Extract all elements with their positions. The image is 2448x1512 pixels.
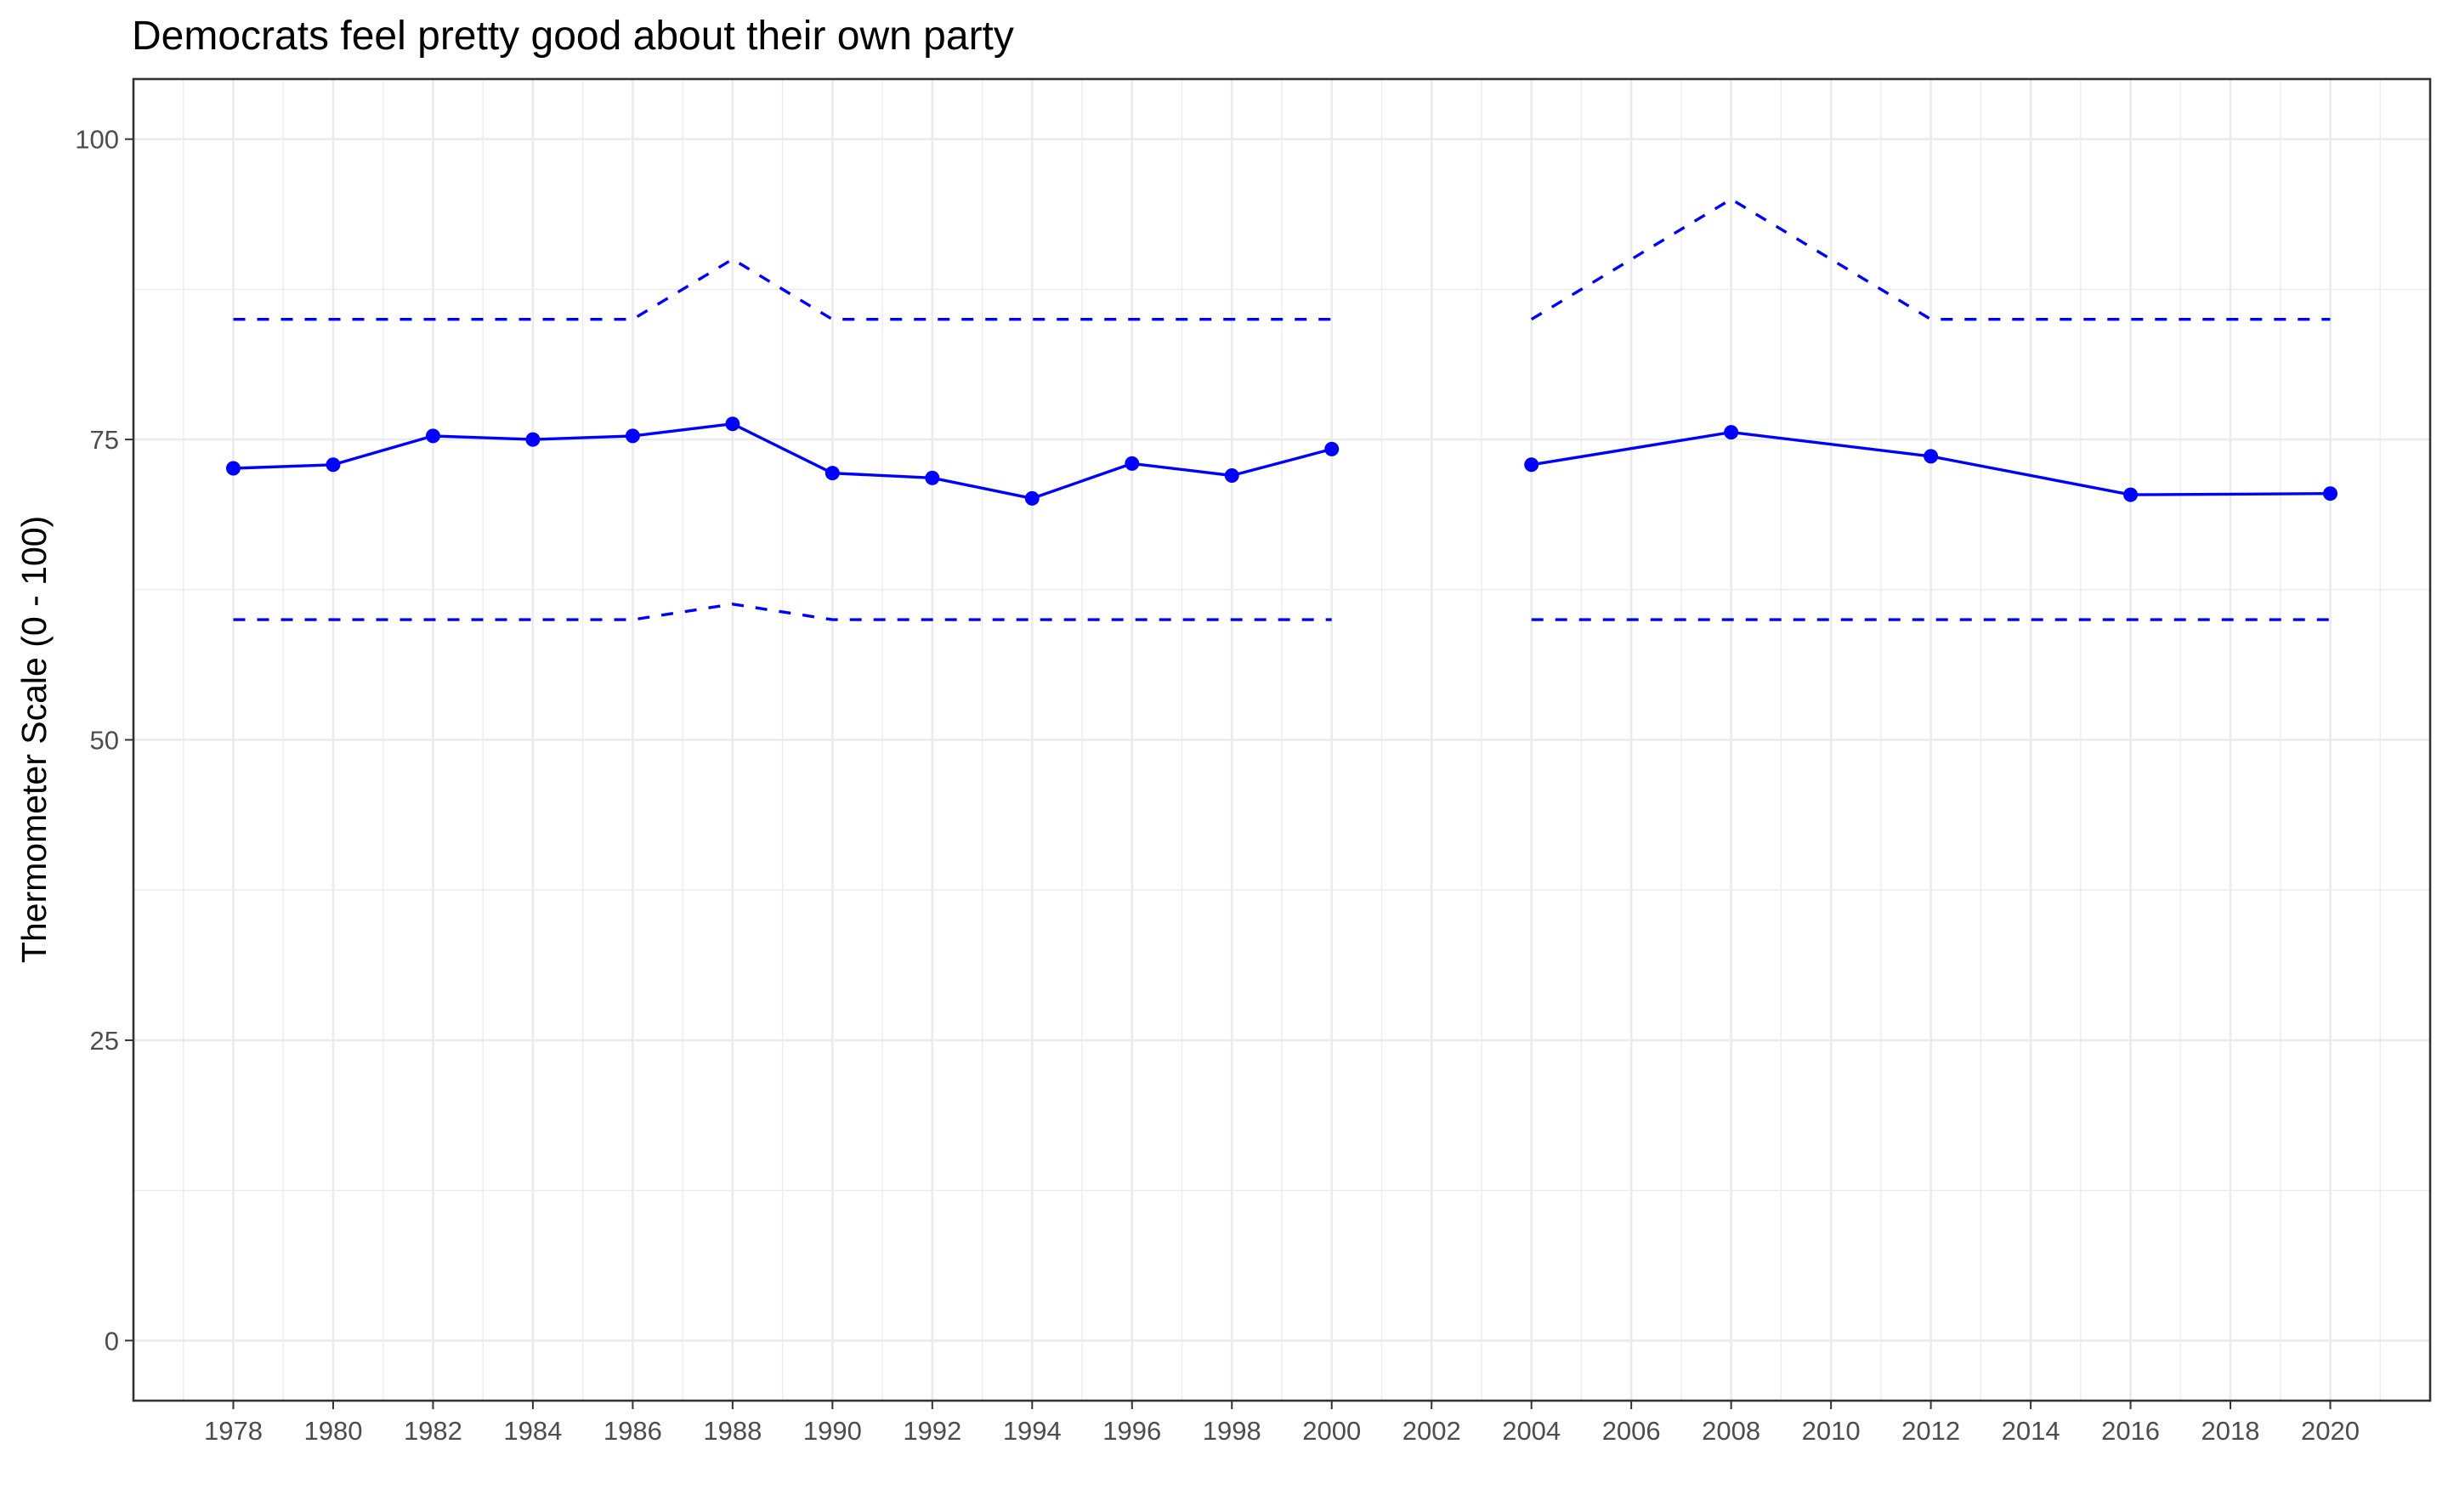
x-tick-label: 2008	[1702, 1416, 1760, 1446]
chart-title: Democrats feel pretty good about their o…	[132, 14, 1014, 59]
data-point	[925, 470, 940, 485]
x-tick-label: 1982	[404, 1416, 462, 1446]
y-tick-label: 25	[90, 1026, 119, 1056]
x-tick-label: 2012	[1901, 1416, 1960, 1446]
data-point	[1924, 449, 1939, 464]
x-tick-label: 1986	[604, 1416, 662, 1446]
x-tick-label: 1988	[703, 1416, 762, 1446]
plot-panel-border	[132, 77, 2432, 1402]
data-point	[824, 466, 840, 481]
x-tick-label: 1992	[903, 1416, 961, 1446]
data-point	[326, 457, 341, 473]
x-tick-label: 2020	[2301, 1416, 2360, 1446]
data-point	[725, 416, 740, 432]
x-tick-label: 2010	[1802, 1416, 1861, 1446]
x-tick-label: 1994	[1003, 1416, 1062, 1446]
data-point	[225, 461, 241, 476]
data-point	[625, 428, 640, 444]
x-tick-label: 2000	[1302, 1416, 1361, 1446]
data-point	[1324, 441, 1340, 456]
x-tick-label: 1996	[1102, 1416, 1161, 1446]
data-point	[2123, 487, 2139, 502]
x-tick-label: 1980	[303, 1416, 362, 1446]
data-point	[425, 428, 440, 444]
x-tick-label: 2014	[2002, 1416, 2060, 1446]
x-tick-label: 2004	[1502, 1416, 1561, 1446]
data-point	[1724, 425, 1739, 440]
x-tick-label: 1998	[1203, 1416, 1261, 1446]
y-tick-label: 50	[90, 726, 119, 756]
x-tick-label: 2018	[2202, 1416, 2260, 1446]
dashed-series-line	[233, 258, 1332, 321]
grid-layer	[133, 79, 2430, 1401]
data-point	[525, 432, 541, 447]
x-tick-label: 1984	[503, 1416, 562, 1446]
data-point	[2323, 486, 2338, 501]
x-tick-label: 2002	[1402, 1416, 1461, 1446]
y-axis-title: Thermometer Scale (0 - 100)	[14, 516, 54, 963]
x-tick-label: 2016	[2101, 1416, 2160, 1446]
series-layer	[225, 197, 2338, 621]
data-point	[1125, 456, 1140, 471]
data-point	[1024, 490, 1040, 506]
x-tick-label: 1990	[803, 1416, 862, 1446]
mean-series-line	[233, 422, 1333, 501]
y-tick-label: 100	[75, 125, 119, 155]
dashed-series-line	[233, 603, 1332, 621]
data-point	[1524, 457, 1539, 473]
y-tick-label: 75	[90, 425, 119, 455]
x-tick-label: 1978	[204, 1416, 263, 1446]
y-tick-label: 0	[105, 1326, 119, 1356]
axis-layer: 1978 1980 1982 1984 1986 1988 1990 1992 1994 1996…	[75, 125, 2360, 1446]
x-tick-label: 2006	[1602, 1416, 1661, 1446]
data-point	[1224, 468, 1239, 483]
